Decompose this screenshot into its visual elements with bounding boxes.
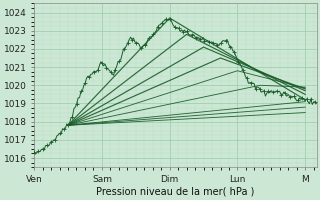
- X-axis label: Pression niveau de la mer( hPa ): Pression niveau de la mer( hPa ): [96, 187, 254, 197]
